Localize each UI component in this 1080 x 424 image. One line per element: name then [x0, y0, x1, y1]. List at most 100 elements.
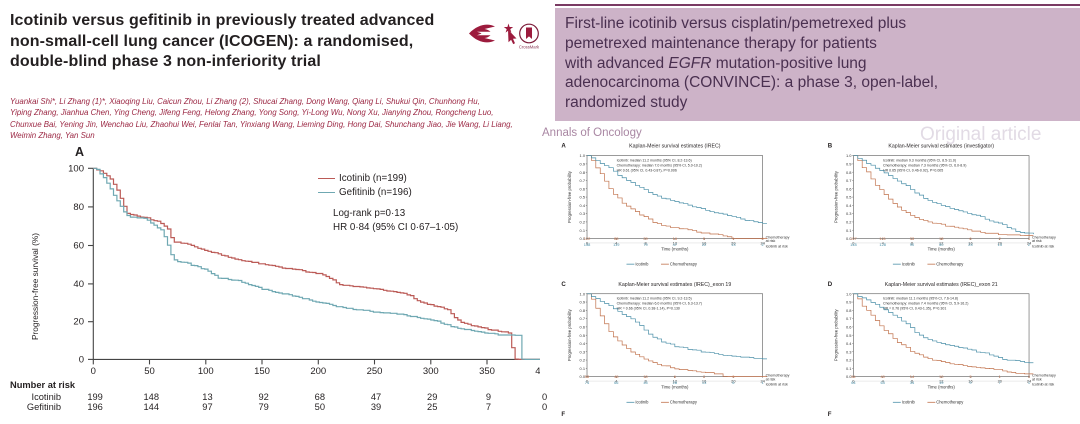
svg-text:Chemotherapy: Chemotherapy — [670, 262, 698, 267]
svg-text:F: F — [828, 411, 832, 418]
svg-text:0.7: 0.7 — [580, 178, 585, 183]
svg-text:0.1: 0.1 — [580, 366, 585, 371]
svg-text:Time (months): Time (months) — [661, 384, 689, 389]
svg-text:66: 66 — [614, 380, 619, 385]
svg-text:HR = 0.76 (95% CI, 0.43-1.35),: HR = 0.76 (95% CI, 0.43-1.35), P=0.301 — [883, 307, 946, 311]
svg-text:F: F — [561, 411, 565, 418]
svg-text:19: 19 — [939, 380, 943, 385]
svg-text:119: 119 — [613, 242, 619, 247]
svg-text:0.1: 0.1 — [846, 228, 851, 233]
svg-text:0.3: 0.3 — [580, 349, 586, 354]
svg-text:40: 40 — [73, 279, 84, 290]
svg-text:Icotinib: Icotinib — [635, 262, 649, 267]
svg-text:0.8: 0.8 — [846, 170, 852, 175]
svg-text:Icotinib: median 9.3 months (9: Icotinib: median 9.3 months (95% CI, 8.5… — [883, 159, 956, 163]
svg-text:0.2: 0.2 — [846, 220, 851, 225]
svg-text:0.6: 0.6 — [846, 324, 852, 329]
svg-text:0.4: 0.4 — [846, 203, 852, 208]
svg-text:2: 2 — [703, 374, 705, 379]
svg-text:150: 150 — [254, 366, 270, 377]
svg-text:101: 101 — [879, 236, 886, 241]
svg-text:1.0: 1.0 — [580, 153, 586, 158]
svg-text:45: 45 — [643, 380, 648, 385]
svg-text:0.7: 0.7 — [580, 316, 585, 321]
svg-text:Icotinib: Icotinib — [902, 400, 916, 405]
svg-text:13: 13 — [998, 242, 1003, 247]
svg-text:2: 2 — [999, 236, 1001, 241]
svg-text:0.9: 0.9 — [580, 161, 585, 166]
svg-text:0.5: 0.5 — [580, 333, 586, 338]
svg-text:0.6: 0.6 — [580, 324, 586, 329]
svg-text:0.4: 0.4 — [580, 203, 586, 208]
svg-text:0.7: 0.7 — [846, 178, 851, 183]
svg-text:50: 50 — [144, 366, 155, 377]
svg-text:Progression-free probability: Progression-free probability — [567, 170, 572, 223]
svg-text:80: 80 — [73, 202, 84, 213]
svg-text:300: 300 — [423, 366, 439, 377]
svg-text:B: B — [828, 143, 833, 150]
svg-text:0.5: 0.5 — [846, 195, 852, 200]
svg-text:Icotinib at risk: Icotinib at risk — [766, 382, 788, 386]
svg-text:90: 90 — [910, 242, 915, 247]
svg-text:Icotinib: Icotinib — [635, 400, 649, 405]
svg-text:Chemotherapy: median 7.3 month: Chemotherapy: median 7.3 months (95% CI,… — [883, 163, 966, 167]
svg-text:Icotinib at risk: Icotinib at risk — [766, 244, 788, 248]
svg-text:0.1: 0.1 — [580, 228, 585, 233]
svg-text:148: 148 — [850, 242, 857, 247]
svg-text:0.3: 0.3 — [846, 349, 852, 354]
svg-text:Chemotherapy: median 7.4 month: Chemotherapy: median 7.4 months (95% CI,… — [883, 302, 968, 306]
svg-text:2: 2 — [1028, 242, 1030, 247]
svg-text:Chemotherapy: Chemotherapy — [936, 400, 964, 405]
svg-text:0.6: 0.6 — [580, 186, 586, 191]
svg-text:Chemotherapy: Chemotherapy — [670, 400, 698, 405]
svg-text:HR = 0.66 (95% CI, 0.38-1.14),: HR = 0.66 (95% CI, 0.38-1.14), P=0.130 — [617, 307, 680, 311]
svg-text:Kaplan-Meier survival estimate: Kaplan-Meier survival estimates (IREC) — [629, 144, 721, 150]
svg-text:D: D — [828, 281, 833, 288]
svg-text:24: 24 — [968, 242, 973, 247]
svg-text:at risk: at risk — [766, 377, 776, 381]
svg-text:Time (months): Time (months) — [661, 246, 689, 251]
svg-text:60: 60 — [73, 241, 84, 252]
svg-text:1: 1 — [999, 374, 1001, 379]
svg-text:138: 138 — [584, 242, 591, 247]
svg-text:0: 0 — [91, 366, 96, 377]
svg-text:Icotinib: Icotinib — [902, 262, 916, 267]
svg-text:Kaplan-Meier survival estimate: Kaplan-Meier survival estimates (IREC)_e… — [885, 282, 998, 288]
svg-text:at risk: at risk — [1032, 239, 1042, 243]
svg-text:350: 350 — [479, 366, 495, 377]
svg-text:7: 7 — [999, 380, 1001, 385]
svg-text:0.6: 0.6 — [846, 186, 852, 191]
svg-text:74: 74 — [585, 380, 590, 385]
svg-text:1: 1 — [762, 380, 764, 385]
svg-text:Icotinib: median 11.2 months (: Icotinib: median 11.2 months (95% CI, 8.… — [617, 159, 692, 163]
svg-text:1: 1 — [1028, 380, 1030, 385]
svg-text:13: 13 — [731, 242, 736, 247]
svg-text:200: 200 — [310, 366, 326, 377]
svg-text:Chemotherapy: Chemotherapy — [936, 262, 964, 267]
svg-text:1.0: 1.0 — [580, 291, 586, 296]
svg-text:0.9: 0.9 — [846, 161, 851, 166]
svg-text:at risk: at risk — [1032, 377, 1042, 381]
svg-text:2: 2 — [762, 242, 764, 247]
svg-text:C: C — [561, 281, 566, 288]
svg-text:20: 20 — [73, 317, 84, 328]
svg-text:47: 47 — [673, 242, 677, 247]
svg-text:34: 34 — [910, 380, 915, 385]
svg-text:Icotinib: median 11.2 months (: Icotinib: median 11.2 months (95% CI, 9.… — [617, 297, 692, 301]
svg-text:Kaplan-Meier survival estimate: Kaplan-Meier survival estimates (IREC)_e… — [618, 282, 731, 288]
svg-text:Kaplan-Meier survival estimate: Kaplan-Meier survival estimates (investi… — [888, 144, 994, 150]
svg-text:29: 29 — [643, 236, 647, 241]
svg-text:A: A — [561, 143, 566, 150]
svg-text:100: 100 — [198, 366, 214, 377]
svg-text:Chemotherapy: median 7.0 month: Chemotherapy: median 7.0 months (95% CI,… — [617, 163, 702, 167]
svg-text:1: 1 — [1028, 236, 1030, 241]
svg-text:0: 0 — [79, 354, 84, 365]
svg-text:Progression-free probability: Progression-free probability — [567, 308, 572, 361]
svg-text:0.9: 0.9 — [846, 300, 851, 305]
svg-text:0.4: 0.4 — [580, 341, 586, 346]
svg-text:128: 128 — [879, 242, 886, 247]
svg-text:1.0: 1.0 — [846, 153, 852, 158]
svg-text:122: 122 — [584, 236, 591, 241]
svg-text:63: 63 — [880, 380, 885, 385]
svg-text:22: 22 — [702, 242, 706, 247]
